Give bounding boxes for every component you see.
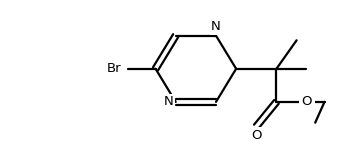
Text: O: O (251, 129, 262, 142)
Text: N: N (164, 95, 173, 108)
Text: Br: Br (107, 62, 122, 75)
Text: N: N (211, 20, 221, 33)
Text: O: O (301, 95, 312, 108)
